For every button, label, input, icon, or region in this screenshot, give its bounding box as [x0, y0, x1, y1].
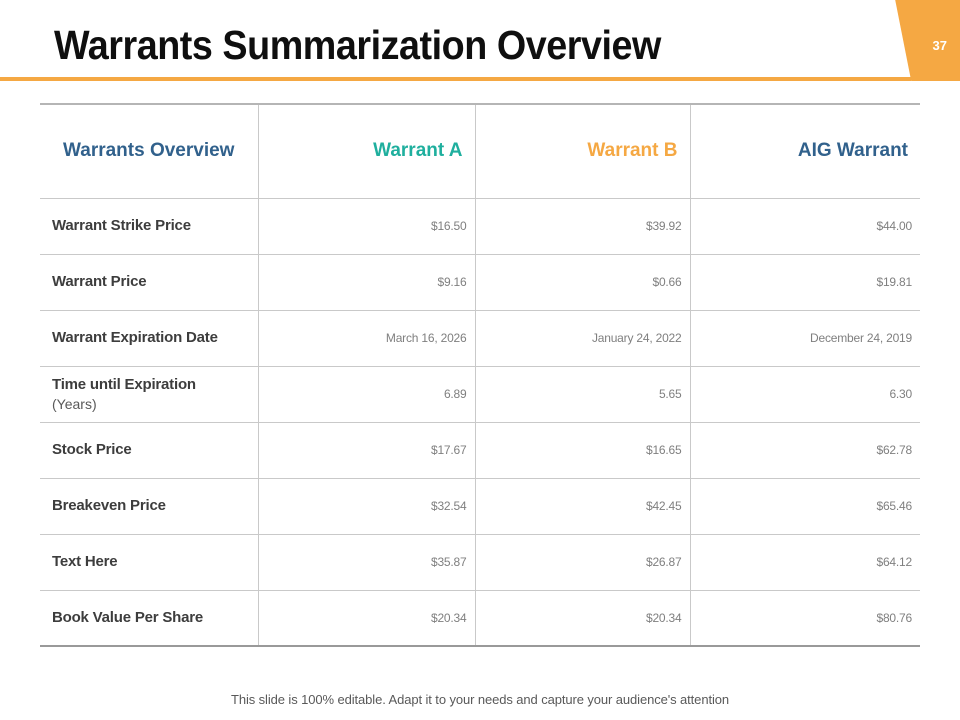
title-underline: [0, 77, 911, 81]
aig-warrant-value: December 24, 2019: [689, 309, 920, 367]
row-label: Warrant Price: [52, 273, 147, 290]
table-row: Warrant Price $9.16 $0.66 $19.81: [40, 253, 920, 311]
page-number: 37: [932, 38, 947, 53]
table-row: Text Here $35.87 $26.87 $64.12: [40, 533, 920, 591]
warrant-a-value: March 16, 2026: [257, 309, 475, 367]
warrant-b-value: $20.34: [474, 589, 690, 647]
aig-warrant-value: 6.30: [689, 365, 920, 423]
warrant-b-value: $16.65: [474, 421, 690, 479]
page-title: Warrants Summarization Overview: [54, 22, 661, 68]
warrant-a-value: $32.54: [257, 477, 475, 535]
row-label-cell: Text Here: [40, 533, 258, 591]
row-label: Book Value Per Share: [52, 608, 204, 626]
aig-warrant-value: $65.46: [689, 477, 920, 535]
warrant-a-value: 6.89: [257, 365, 475, 423]
row-label-cell: Stock Price: [40, 421, 258, 479]
warrant-b-value: $0.66: [474, 253, 690, 311]
column-header-aig-warrant: AIG Warrant: [689, 103, 920, 199]
row-label-cell: Warrant Strike Price: [40, 197, 258, 255]
aig-warrant-value: $19.81: [689, 253, 920, 311]
column-header-warrant-b: Warrant B: [474, 103, 690, 199]
row-label: Warrant Strike Price: [52, 217, 191, 234]
warrant-b-value: January 24, 2022: [474, 309, 690, 367]
warrant-a-value: $17.67: [257, 421, 475, 479]
table-row: Time until Expiration (Years) 6.89 5.65 …: [40, 365, 920, 423]
warrant-b-value: $39.92: [474, 197, 690, 255]
table-row: Breakeven Price $32.54 $42.45 $65.46: [40, 477, 920, 535]
warrant-b-value: $26.87: [474, 533, 690, 591]
row-label-cell: Book Value Per Share: [40, 589, 258, 647]
warrant-a-value: $9.16: [257, 253, 475, 311]
warrants-table: Warrants Overview Warrant A Warrant B AI…: [40, 103, 920, 647]
footer-note: This slide is 100% editable. Adapt it to…: [230, 692, 730, 707]
aig-warrant-value: $62.78: [689, 421, 920, 479]
warrant-a-value: $20.34: [257, 589, 475, 647]
row-label: Text Here: [52, 553, 118, 570]
table-header-row: Warrants Overview Warrant A Warrant B AI…: [40, 103, 920, 199]
warrant-b-value: $42.45: [474, 477, 690, 535]
row-label-cell: Breakeven Price: [40, 477, 258, 535]
row-label-cell: Warrant Price: [40, 253, 258, 311]
row-label-cell: Time until Expiration (Years): [40, 365, 258, 423]
table-row: Book Value Per Share $20.34 $20.34 $80.7…: [40, 589, 920, 647]
row-label: Stock Price: [52, 441, 132, 458]
column-header-warrant-a: Warrant A: [257, 103, 475, 199]
warrant-a-value: $35.87: [257, 533, 475, 591]
row-label: Time until Expiration: [52, 376, 196, 393]
warrant-a-value: $16.50: [257, 197, 475, 255]
table-row: Warrant Expiration Date March 16, 2026 J…: [40, 309, 920, 367]
aig-warrant-value: $80.76: [689, 589, 920, 647]
warrant-b-value: 5.65: [474, 365, 690, 423]
table-row: Stock Price $17.67 $16.65 $62.78: [40, 421, 920, 479]
row-label-cell: Warrant Expiration Date: [40, 309, 258, 367]
column-header-warrants-overview: Warrants Overview: [40, 103, 258, 199]
page-number-flag: [895, 0, 960, 81]
table-row: Warrant Strike Price $16.50 $39.92 $44.0…: [40, 197, 920, 255]
row-sublabel: (Years): [52, 396, 97, 412]
aig-warrant-value: $64.12: [689, 533, 920, 591]
aig-warrant-value: $44.00: [689, 197, 920, 255]
row-label: Warrant Expiration Date: [52, 329, 218, 346]
row-label: Breakeven Price: [52, 497, 166, 514]
